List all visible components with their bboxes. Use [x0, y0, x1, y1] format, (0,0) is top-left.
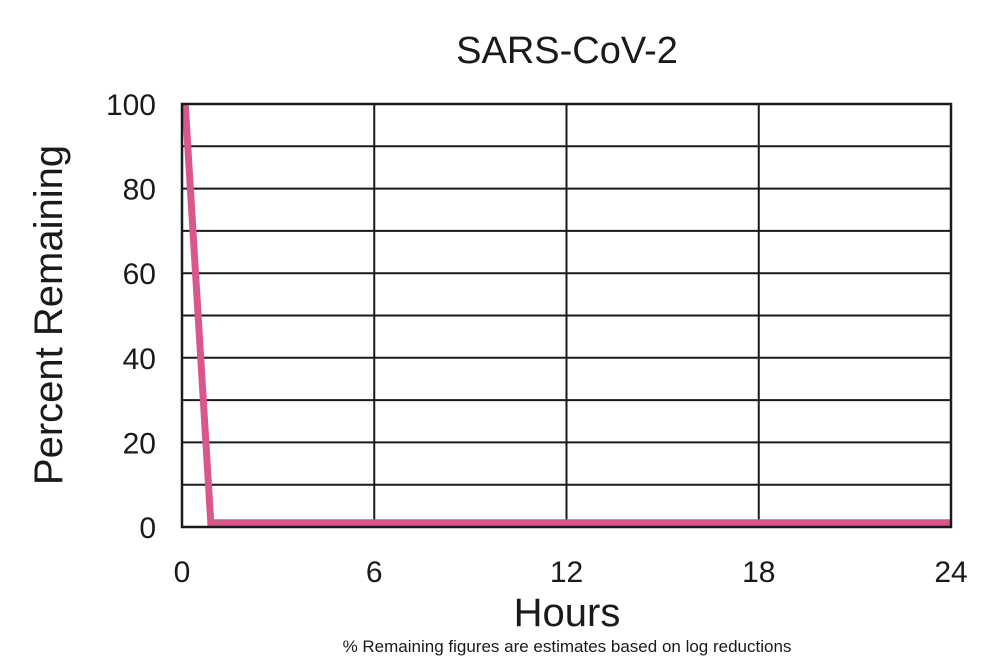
grid — [182, 104, 951, 527]
x-tick-label: 24 — [934, 556, 967, 589]
y-tick-label: 40 — [123, 343, 156, 376]
y-axis-ticks: 0 20 40 60 80 100 — [106, 89, 156, 545]
y-tick-label: 100 — [106, 89, 156, 122]
x-tick-label: 0 — [174, 556, 191, 589]
series-line-0 — [181, 103, 951, 527]
y-tick-label: 20 — [123, 427, 156, 460]
chart-title: SARS-CoV-2 — [456, 30, 678, 72]
y-tick-label: 0 — [139, 512, 156, 545]
x-tick-label: 6 — [366, 556, 383, 589]
series-layer — [181, 103, 952, 527]
plot-frame — [180, 102, 953, 529]
x-tick-label: 12 — [550, 556, 583, 589]
x-axis-ticks: 0 6 12 18 24 — [174, 556, 968, 589]
y-tick-label: 80 — [123, 174, 156, 207]
y-axis-label: Percent Remaining — [27, 145, 71, 485]
x-tick-label: 18 — [742, 556, 775, 589]
chart-footnote: % Remaining figures are estimates based … — [343, 637, 792, 656]
x-axis-label: Hours — [514, 591, 621, 635]
y-tick-label: 60 — [123, 258, 156, 291]
